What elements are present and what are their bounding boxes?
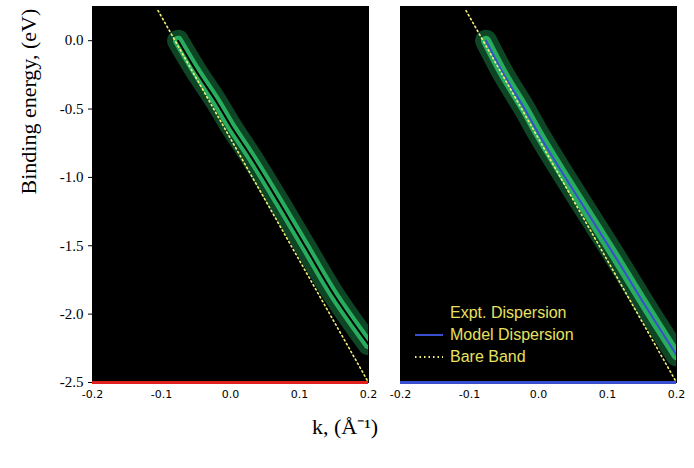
svg-text:0.0: 0.0	[65, 32, 84, 48]
html-text:k, (Å⁻¹): k, (Å⁻¹)	[311, 414, 379, 439]
svg-text:-0.2: -0.2	[390, 388, 411, 401]
svg-text:-1.0: -1.0	[60, 169, 84, 185]
svg-text:-0.1: -0.1	[151, 388, 172, 401]
svg-text:-0.1: -0.1	[459, 388, 480, 401]
svg-text:-0.2: -0.2	[82, 388, 103, 401]
svg-text:0.0: 0.0	[222, 388, 240, 401]
svg-text:-2.0: -2.0	[60, 306, 84, 322]
svg-text:-0.5: -0.5	[60, 101, 84, 117]
html-text:Model Dispersion: Model Dispersion	[450, 326, 574, 343]
svg-text:0.1: 0.1	[599, 388, 617, 401]
svg-text:0.2: 0.2	[668, 388, 686, 401]
svg-text:-1.5: -1.5	[60, 238, 84, 254]
svg-text:Binding energy, (eV): Binding energy, (eV)	[16, 9, 41, 195]
svg-text:0.1: 0.1	[291, 388, 309, 401]
html-text:Expt. Dispersion: Expt. Dispersion	[450, 304, 567, 321]
html-text:Bare Band: Bare Band	[450, 348, 526, 365]
svg-text:0.0: 0.0	[530, 388, 548, 401]
svg-text:0.2: 0.2	[360, 388, 378, 401]
svg-text:-2.5: -2.5	[60, 374, 84, 390]
